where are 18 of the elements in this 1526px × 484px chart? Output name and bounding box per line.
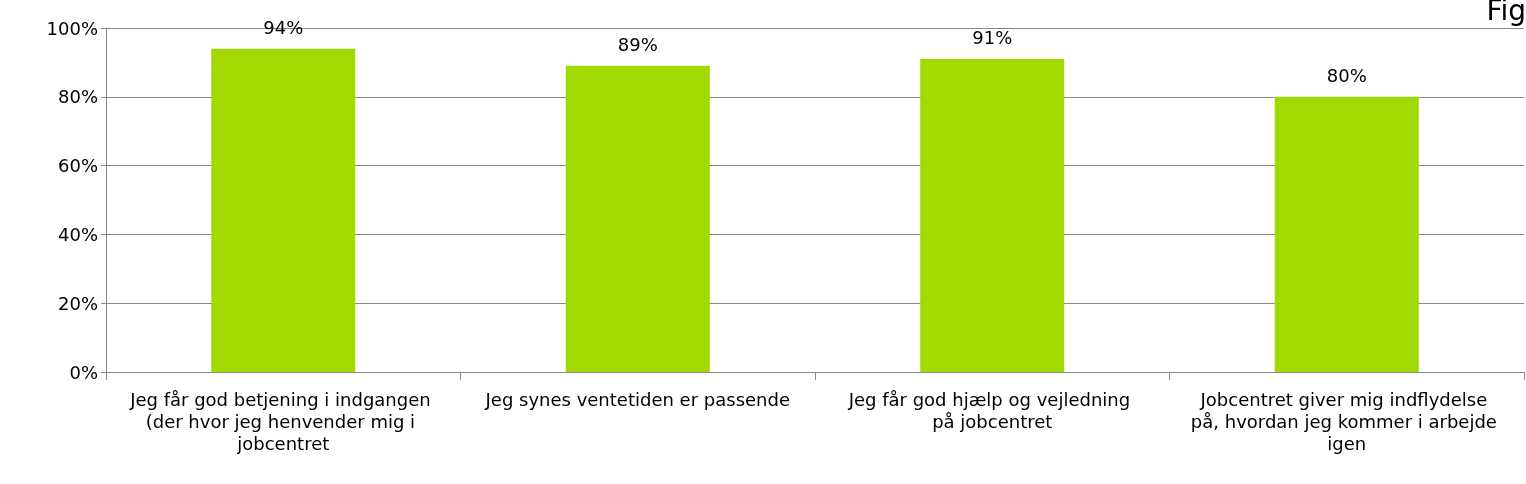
bar — [1274, 96, 1419, 372]
y-tick-label: 40% — [57, 223, 98, 245]
bar — [211, 48, 356, 372]
y-tick-label: 60% — [57, 155, 98, 177]
y-tick-label: 20% — [57, 292, 98, 314]
bar — [920, 58, 1065, 372]
data-label: 91% — [972, 27, 1013, 49]
data-label: 80% — [1326, 65, 1367, 87]
data-label: 89% — [617, 34, 658, 56]
bar — [565, 65, 710, 372]
y-tick-label: 80% — [57, 86, 98, 108]
x-tick-label: Jeg synes ventetiden er passende — [484, 388, 790, 410]
x-tick-label: Jobcentret giver mig indflydelse på, hvordan jeg kommer i arbejde igen — [1190, 388, 1503, 454]
data-label: 94% — [263, 17, 304, 39]
x-tick-label: Jeg får god betjening i indgangen (der hvor jeg henvender mig i jobcentret — [129, 388, 437, 454]
x-tick-label: Jeg får god hjælp og vejledning på jobcentret — [847, 388, 1136, 432]
y-tick-label: 100% — [46, 17, 98, 39]
y-tick-label: 0% — [69, 361, 98, 383]
